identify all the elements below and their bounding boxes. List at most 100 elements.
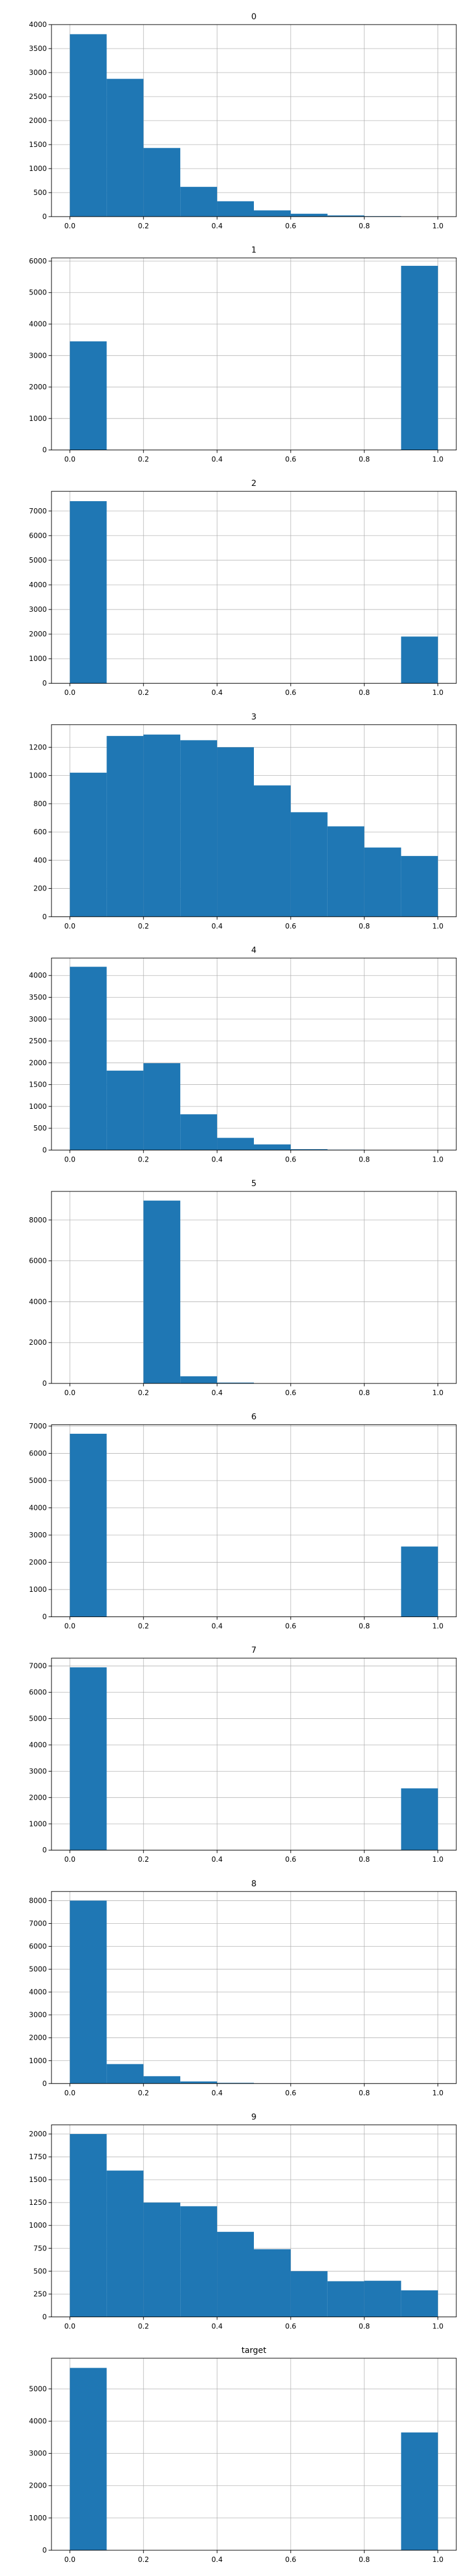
x-tick-label: 0.4 — [212, 1155, 223, 1163]
x-tick-label: 0.2 — [138, 222, 149, 230]
x-tick-label: 1.0 — [432, 922, 443, 930]
y-tick-label: 1000 — [29, 2221, 47, 2229]
y-tick-label: 2000 — [29, 630, 47, 638]
histogram-bar — [143, 1200, 181, 1383]
x-tick-label: 0.6 — [285, 2089, 296, 2097]
y-tick-label: 1000 — [29, 415, 47, 423]
histogram-bar — [254, 785, 291, 917]
y-tick-label: 0 — [42, 2546, 47, 2554]
x-tick-label: 0.2 — [138, 922, 149, 930]
chart-title: 2 — [252, 479, 257, 488]
axes-frame — [51, 2124, 457, 2317]
x-tick-label: 0.2 — [138, 688, 149, 697]
histogram-bar — [327, 2281, 364, 2317]
histogram-bar — [327, 826, 364, 917]
y-tick-label: 0 — [42, 2080, 47, 2088]
histogram-bar — [290, 2271, 328, 2317]
y-tick-label: 8000 — [29, 1216, 47, 1224]
x-tick-label: 0.0 — [64, 455, 75, 464]
y-tick-label: 0 — [42, 446, 47, 454]
x-tick-label: 0.8 — [359, 922, 370, 930]
chart-title: 7 — [252, 1646, 257, 1655]
y-tick-label: 1500 — [29, 2176, 47, 2184]
chart-title: 9 — [252, 2112, 257, 2122]
y-tick-label: 4000 — [29, 971, 47, 979]
y-tick-label: 2000 — [29, 117, 47, 125]
y-tick-label: 5000 — [29, 1477, 47, 1485]
x-tick-label: 0.4 — [212, 1855, 223, 1864]
histogram-bar — [106, 78, 144, 217]
y-tick-label: 6000 — [29, 1257, 47, 1265]
y-tick-label: 2000 — [29, 1793, 47, 1801]
y-tick-label: 2500 — [29, 1037, 47, 1045]
histogram-bar — [254, 1144, 291, 1150]
chart-title: 4 — [252, 946, 257, 955]
y-tick-label: 6000 — [29, 257, 47, 265]
y-tick-label: 3000 — [29, 351, 47, 359]
y-tick-label: 7000 — [29, 1919, 47, 1927]
histogram-bar — [70, 1900, 107, 2084]
histogram-bar — [364, 2280, 401, 2317]
axes-frame — [51, 491, 457, 684]
x-tick-label: 0.8 — [359, 1155, 370, 1163]
x-tick-label: 0.2 — [138, 2089, 149, 2097]
histogram-bar — [401, 266, 438, 450]
histogram-bar — [180, 187, 218, 217]
histogram-panel-6: 0 1000 2000 3000 4000 5000 6000 7000 0.0 0.2 0.4 0.… — [29, 1413, 457, 1630]
y-tick-label: 3500 — [29, 993, 47, 1001]
y-tick-label: 3000 — [29, 1767, 47, 1775]
histogram-bar — [70, 1433, 107, 1617]
histogram-panel-7: 0 1000 2000 3000 4000 5000 6000 7000 0.0 0.2 0.4 0.… — [29, 1646, 457, 1864]
x-tick-label: 0.4 — [212, 1622, 223, 1630]
y-tick-label: 2000 — [29, 1558, 47, 1567]
x-tick-label: 1.0 — [432, 455, 443, 464]
histogram-bar — [70, 2368, 107, 2550]
y-tick-label: 500 — [33, 1124, 47, 1132]
y-tick-label: 0 — [42, 679, 47, 687]
y-tick-label: 0 — [42, 1613, 47, 1621]
histogram-bar — [364, 847, 401, 917]
y-tick-label: 1200 — [29, 743, 47, 751]
y-tick-label: 6000 — [29, 1943, 47, 1951]
y-tick-label: 1500 — [29, 141, 47, 149]
y-tick-label: 2000 — [29, 2482, 47, 2490]
y-tick-label: 2000 — [29, 1338, 47, 1347]
histogram-bar — [106, 736, 144, 917]
x-tick-label: 0.0 — [64, 688, 75, 697]
y-tick-label: 400 — [33, 856, 47, 864]
axes-frame — [51, 724, 457, 917]
y-tick-label: 7000 — [29, 1422, 47, 1430]
histogram-bar — [180, 1376, 218, 1383]
x-tick-label: 0.4 — [212, 2322, 223, 2330]
y-tick-label: 1000 — [29, 1820, 47, 1828]
x-tick-label: 0.6 — [285, 222, 296, 230]
y-tick-label: 1000 — [29, 165, 47, 173]
x-tick-label: 0.4 — [212, 922, 223, 930]
x-tick-label: 0.6 — [285, 1155, 296, 1163]
y-tick-label: 6000 — [29, 532, 47, 540]
y-tick-label: 2000 — [29, 383, 47, 391]
histogram-bar — [70, 967, 107, 1150]
histogram-bar — [106, 1070, 144, 1150]
chart-title: 1 — [252, 246, 257, 255]
y-tick-label: 5000 — [29, 2385, 47, 2393]
axes-frame — [51, 2358, 457, 2551]
x-tick-label: 0.8 — [359, 688, 370, 697]
y-tick-label: 3000 — [29, 2450, 47, 2458]
y-tick-label: 6000 — [29, 1688, 47, 1697]
histogram-bar — [290, 812, 328, 917]
histogram-bar — [401, 1788, 438, 1851]
y-tick-label: 1000 — [29, 772, 47, 780]
x-tick-label: 1.0 — [432, 2556, 443, 2564]
y-tick-label: 4000 — [29, 1741, 47, 1749]
x-tick-label: 0.6 — [285, 2322, 296, 2330]
x-tick-label: 0.6 — [285, 1389, 296, 1397]
y-tick-label: 0 — [42, 1146, 47, 1154]
y-tick-label: 4000 — [29, 581, 47, 589]
histogram-panel-3: 0 200 400 600 800 1000 1200 0.0 0.2 0.4 0.6 0.8 1.0 3 — [29, 712, 457, 930]
x-tick-label: 0.8 — [359, 2322, 370, 2330]
x-tick-label: 0.2 — [138, 1155, 149, 1163]
histogram-panel-0: 0 500 1000 1500 2000 2500 3000 3500 4000 0.0 0.2 0.… — [29, 12, 457, 230]
y-tick-label: 800 — [33, 800, 47, 808]
x-tick-label: 0.0 — [64, 2322, 75, 2330]
